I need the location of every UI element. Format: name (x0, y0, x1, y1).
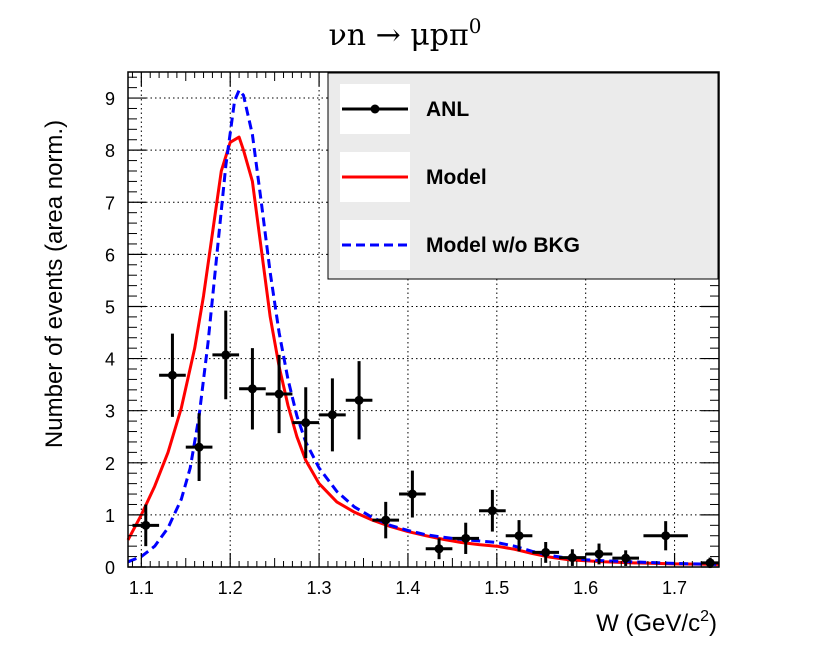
y-tick-label: 0 (105, 558, 115, 578)
chart-title-superscript: 0 (469, 14, 482, 38)
x-axis-title: W (GeV/c2) (596, 608, 717, 637)
data-marker (661, 531, 671, 541)
data-point (265, 354, 293, 434)
chart-title: νn → μpπ0 (329, 14, 482, 53)
data-marker (487, 506, 497, 516)
data-marker (247, 384, 257, 394)
x-axis-title-main: W (GeV/c (596, 610, 700, 637)
y-axis-title: Number of events (area norm.) (41, 120, 68, 448)
data-marker (327, 410, 337, 420)
legend-label-model: Model (426, 166, 487, 189)
data-point (612, 550, 640, 566)
y-tick-label: 6 (105, 245, 115, 265)
data-point (479, 489, 506, 532)
data-point (185, 413, 213, 482)
data-marker (594, 549, 604, 559)
y-tick-label: 5 (105, 297, 115, 317)
data-marker (514, 531, 524, 541)
data-marker (221, 350, 231, 360)
data-marker (434, 544, 444, 554)
data-marker (301, 418, 311, 428)
data-point (212, 310, 240, 400)
axis-tick-labels: 1.1 1.2 1.3 1.4 1.5 1.6 1.7 0 1 2 3 4 5 6 7 8 9 (105, 89, 687, 598)
x-tick-label: 1.5 (484, 578, 509, 598)
x-axis-title-superscript: 2 (700, 608, 709, 625)
data-marker (621, 553, 631, 563)
y-tick-label: 8 (105, 141, 115, 161)
data-point (345, 361, 373, 440)
data-point (239, 348, 266, 430)
legend-marker-anl (370, 104, 380, 114)
x-tick-label: 1.2 (218, 578, 243, 598)
x-axis-title-suffix: ) (709, 610, 717, 637)
data-point (425, 538, 453, 560)
data-marker (194, 442, 204, 452)
legend: ANL Model Model w/o BKG (327, 72, 719, 280)
data-point (159, 333, 186, 417)
y-tick-label: 1 (105, 506, 115, 526)
x-tick-label: 1.7 (662, 578, 687, 598)
x-tick-label: 1.4 (395, 578, 420, 598)
data-point (532, 541, 560, 563)
data-marker (567, 553, 577, 563)
data-point (319, 378, 346, 452)
x-tick-label: 1.3 (307, 578, 332, 598)
y-tick-label: 9 (105, 89, 115, 109)
data-point (585, 543, 613, 565)
x-tick-label: 1.6 (573, 578, 598, 598)
data-point (643, 521, 688, 551)
data-marker (541, 547, 551, 557)
data-point (505, 520, 533, 552)
data-marker (407, 489, 417, 499)
x-tick-label: 1.1 (129, 578, 154, 598)
data-marker (381, 515, 391, 525)
y-tick-label: 4 (105, 350, 115, 370)
data-point (559, 549, 586, 566)
data-marker (354, 395, 364, 405)
y-tick-label: 3 (105, 402, 115, 422)
data-point (399, 470, 426, 518)
plot-frame (127, 71, 720, 568)
legend-label-anl: ANL (426, 98, 469, 121)
data-marker (274, 389, 284, 399)
data-marker (167, 370, 177, 380)
data-point (292, 387, 320, 459)
data-point (452, 522, 480, 554)
anl-points (132, 310, 719, 569)
legend-label-model-nobkg: Model w/o BKG (426, 234, 580, 257)
data-marker (141, 520, 151, 530)
chart-title-main: νn → μpπ (329, 18, 469, 53)
y-tick-label: 7 (105, 193, 115, 213)
data-point (372, 501, 400, 539)
y-tick-label: 2 (105, 454, 115, 474)
data-marker (461, 533, 471, 543)
